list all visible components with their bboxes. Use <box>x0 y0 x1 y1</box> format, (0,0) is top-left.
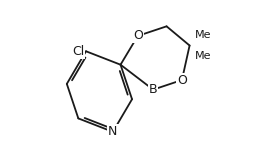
Text: Me: Me <box>195 30 212 40</box>
Text: Cl: Cl <box>72 45 84 58</box>
Text: O: O <box>133 29 143 42</box>
Text: Me: Me <box>195 51 212 61</box>
Text: N: N <box>108 125 118 138</box>
Text: O: O <box>177 74 187 87</box>
Text: B: B <box>149 83 157 96</box>
